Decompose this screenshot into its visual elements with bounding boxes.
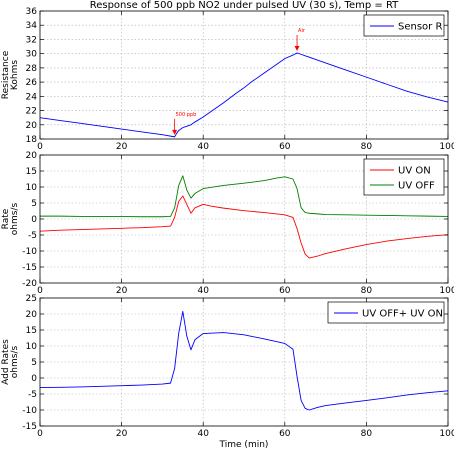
x-tick-label: 80 bbox=[361, 429, 373, 439]
x-tick-label: 40 bbox=[197, 429, 209, 439]
y-axis-label: ohms/s bbox=[10, 345, 20, 378]
y-tick-label: -10 bbox=[22, 406, 37, 416]
y-tick-label: 30 bbox=[26, 50, 38, 60]
y-tick-label: 24 bbox=[26, 92, 38, 102]
x-tick-label: 60 bbox=[279, 286, 291, 296]
y-tick-label: 28 bbox=[26, 64, 38, 74]
y-tick-label: -20 bbox=[22, 279, 37, 289]
annotation-arrowhead bbox=[172, 129, 178, 135]
y-tick-label: -5 bbox=[28, 390, 37, 400]
y-tick-label: 20 bbox=[26, 310, 38, 320]
x-tick-label: 0 bbox=[37, 286, 43, 296]
legend-label: UV OFF+ UV ON bbox=[362, 309, 443, 320]
x-tick-label: 40 bbox=[197, 286, 209, 296]
x-axis-label: Time (min) bbox=[219, 440, 269, 450]
legend: Sensor R bbox=[363, 14, 445, 37]
plot-frame bbox=[39, 10, 449, 140]
y-tick-label: 0 bbox=[31, 374, 37, 384]
x-tick-label: 100 bbox=[439, 286, 454, 296]
y-tick-label: 34 bbox=[26, 21, 38, 31]
x-tick-label: 0 bbox=[37, 142, 43, 152]
x-tick-label: 80 bbox=[361, 142, 373, 152]
x-tick-label: 20 bbox=[116, 286, 128, 296]
legend-box bbox=[363, 14, 445, 37]
y-axis-label: Kohms bbox=[10, 60, 20, 90]
legend-label: UV OFF bbox=[398, 181, 435, 192]
x-tick-label: 100 bbox=[439, 429, 454, 439]
panel-resistance: 18 20 22 24 26 28 30 32 34 36 0 20 40 60 80 100 Resistan… bbox=[1, 7, 454, 152]
y-tick-label: 15 bbox=[26, 167, 37, 177]
y-tick-label: 32 bbox=[26, 35, 37, 45]
y-tick-label: 25 bbox=[26, 294, 37, 304]
y-tick-label: -15 bbox=[22, 263, 37, 273]
y-tick-label: 5 bbox=[31, 199, 37, 209]
x-tick-label: 40 bbox=[197, 142, 209, 152]
panel-added-rates: -15 -10 -5 0 5 10 15 20 25 0 20 40 60 80 100 Add Rates o… bbox=[1, 294, 454, 439]
legend: UV OFF+ UV ON bbox=[327, 301, 445, 324]
x-tick-label: 60 bbox=[279, 429, 291, 439]
y-axis-label: ohms/s bbox=[10, 202, 20, 235]
y-tick-label: 20 bbox=[26, 121, 38, 131]
y-tick-label: 36 bbox=[26, 7, 38, 17]
annotation-label: 500 ppb bbox=[176, 112, 197, 118]
y-tick-label: 22 bbox=[26, 107, 37, 117]
y-tick-label: -10 bbox=[22, 247, 37, 257]
chart-title: Response of 500 ppb NO2 under pulsed UV … bbox=[90, 0, 399, 11]
y-tick-label: 18 bbox=[26, 135, 38, 145]
series-line-sensor-r bbox=[39, 52, 449, 138]
series-line-uv-off-uv-on bbox=[39, 310, 449, 411]
panel-rate: -20 -15 -10 -5 0 5 10 15 20 0 20 40 60 80 100 Rate ohms/… bbox=[1, 151, 454, 296]
legend-label: Sensor R bbox=[398, 22, 442, 33]
y-axis-label: Resistance bbox=[1, 50, 11, 99]
y-tick-label: 10 bbox=[26, 342, 38, 352]
x-tick-label: 100 bbox=[439, 142, 454, 152]
legend-label: UV ON bbox=[398, 166, 431, 177]
x-tick-label: 20 bbox=[116, 429, 128, 439]
legend: UV ON UV OFF bbox=[363, 158, 445, 196]
y-tick-label: 20 bbox=[26, 151, 38, 161]
x-tick-label: 60 bbox=[279, 142, 291, 152]
y-tick-label: -5 bbox=[28, 231, 37, 241]
y-tick-label: 0 bbox=[31, 215, 37, 225]
y-tick-label: 5 bbox=[31, 358, 37, 368]
y-tick-label: 10 bbox=[26, 183, 38, 193]
y-tick-label: 15 bbox=[26, 326, 37, 336]
annotation-arrowhead bbox=[294, 45, 300, 51]
series-line-uv-on bbox=[39, 195, 449, 259]
y-tick-label: -15 bbox=[22, 422, 37, 432]
legend-box bbox=[363, 158, 445, 196]
y-axis-label: Add Rates bbox=[1, 339, 11, 385]
series-line-uv-off bbox=[40, 175, 449, 218]
legend-box bbox=[327, 301, 445, 324]
x-tick-label: 80 bbox=[361, 286, 373, 296]
x-tick-label: 20 bbox=[116, 142, 128, 152]
annotation-label: Air bbox=[298, 28, 306, 34]
y-axis-label: Rate bbox=[1, 208, 11, 229]
x-tick-label: 0 bbox=[37, 429, 43, 439]
y-tick-label: 26 bbox=[26, 78, 38, 88]
